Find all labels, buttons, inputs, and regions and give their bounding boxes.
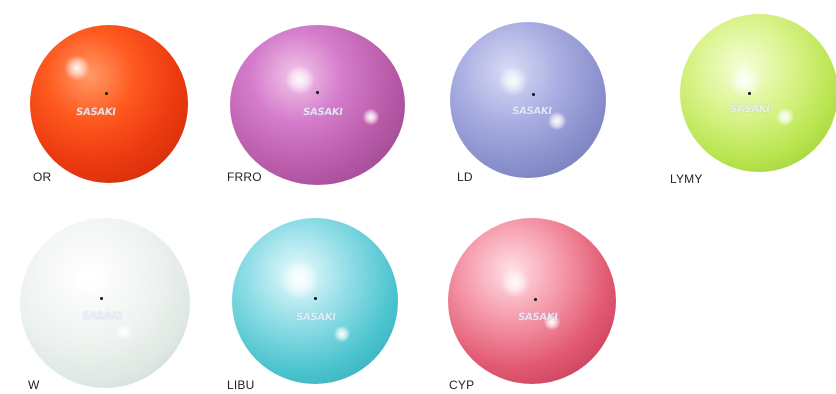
swatch-frro[interactable]: SASAKI FRRO [200,0,410,190]
center-dot-icon [314,297,317,300]
center-dot-icon [534,298,537,301]
sparkle-icon [544,314,560,330]
center-dot-icon [532,93,535,96]
color-code-label: LD [457,170,473,184]
swatch-w[interactable]: SASAKI W [0,200,200,394]
center-dot-icon [105,92,108,95]
sparkle-icon [776,108,794,126]
brand-logo: SASAKI [81,311,123,322]
ball-image: SASAKI [450,22,606,178]
brand-logo: SASAKI [302,107,344,118]
sparkle-icon [548,112,566,130]
ball-image: SASAKI [232,218,398,384]
brand-logo: SASAKI [75,107,117,118]
color-code-label: OR [33,170,52,184]
swatch-cyp[interactable]: SASAKI CYP [420,200,630,394]
ball-image: SASAKI [448,218,616,384]
color-code-label: LYMY [670,172,703,186]
swatch-or[interactable]: SASAKI OR [0,0,200,190]
color-code-label: LIBU [227,378,255,392]
center-dot-icon [316,91,319,94]
color-code-label: W [28,378,40,392]
brand-logo: SASAKI [295,312,337,323]
ball-image: SASAKI [30,25,188,183]
brand-logo: SASAKI [729,104,771,115]
swatch-libu[interactable]: SASAKI LIBU [200,200,420,394]
sparkle-icon [363,109,379,125]
highlight-icon [728,64,762,98]
ball-image: SASAKI [680,14,836,172]
highlight-icon [498,66,528,96]
highlight-icon [64,55,90,81]
highlight-icon [500,268,530,298]
color-code-label: CYP [449,378,475,392]
center-dot-icon [748,92,751,95]
ball-image: SASAKI [20,218,190,388]
swatch-lymy[interactable]: SASAKI LYMY [640,0,836,190]
sparkle-icon [116,324,132,340]
highlight-icon [70,258,110,298]
sparkle-icon [334,326,350,342]
highlight-icon [285,65,315,95]
color-code-label: FRRO [227,170,262,184]
center-dot-icon [100,297,103,300]
swatch-ld[interactable]: SASAKI LD [420,0,620,190]
ball-image: SASAKI [230,25,405,185]
brand-logo: SASAKI [517,312,559,323]
brand-logo: SASAKI [511,106,553,117]
highlight-icon [280,260,320,300]
